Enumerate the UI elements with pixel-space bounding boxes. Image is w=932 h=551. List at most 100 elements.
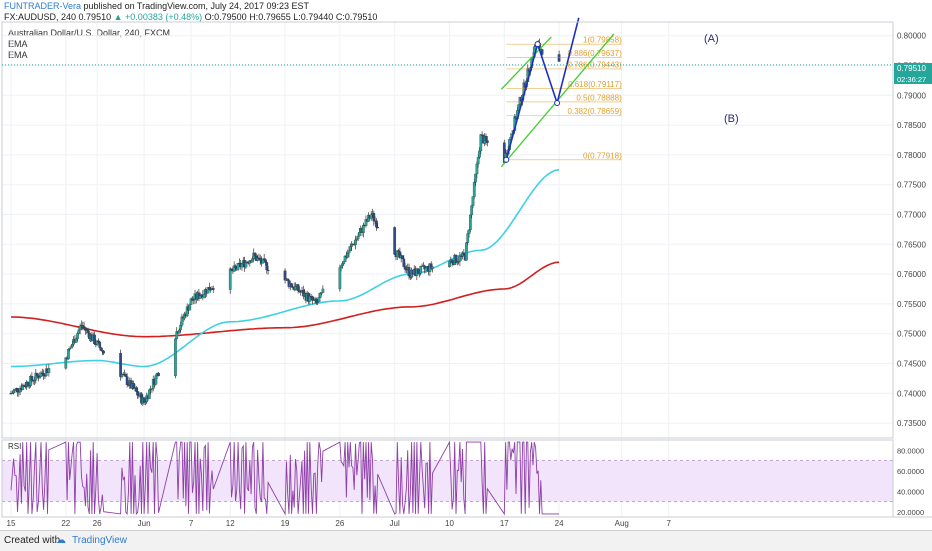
candle-down [301,290,305,297]
candle-down [205,289,209,294]
candle-up [472,182,476,197]
price-axis-tick: 0.76000 [897,270,926,279]
price-axis-tick: 0.80000 [897,32,926,41]
candle-down [372,212,376,222]
time-axis-tick: 17 [500,519,509,528]
candle-down [287,280,291,287]
candle-down [87,332,91,339]
candle-down [238,262,241,265]
candle-up [455,261,459,263]
candle-down [538,43,541,50]
candle-down [299,291,303,293]
candle-down [123,374,126,376]
candle-up [371,212,374,215]
candle-down [134,387,138,392]
legend-title: Australian Dollar/U.S. Dollar, 240, FXCM [8,28,171,38]
candle-down [253,252,257,257]
candle-up [412,268,416,275]
high-value: H:0.79655 [249,12,291,22]
author-link[interactable]: FUNTRADER-Vera [4,1,82,11]
candle-down [286,278,290,281]
candle-down [309,296,313,298]
publish-header: FUNTRADER-Vera published on TradingView.… [4,1,309,11]
candle-up [478,150,481,158]
candle-down [127,384,130,386]
candle-up [521,95,524,102]
price-axis-tick: 0.79000 [897,91,926,100]
footer-bar: Created with ☁ TradingView [0,530,932,551]
candle-down [208,287,211,290]
symbol-label: FX:AUDUSD, 240 [4,12,77,22]
candle-up [200,294,203,297]
candle-up [474,173,477,183]
candle-up [517,104,520,111]
candle-down [315,298,318,303]
rsi-axis-tick: 20.0000 [897,508,924,517]
candle-down [249,260,253,263]
candle-up [420,265,424,267]
candle-up [461,252,464,257]
price-axis-tick: 0.78500 [897,121,926,130]
candle-up [204,289,207,295]
candle-up [244,261,248,268]
candle-up [185,306,189,317]
candle-up [149,388,152,390]
candle-up [256,257,259,261]
time-axis-tick: Jun [138,519,151,528]
fib-level-label: 0.886(0.79637) [567,49,622,58]
candle-up [320,292,323,294]
candle-down [86,329,90,333]
candle-up [177,329,181,334]
tradingview-logo-icon: ☁ [56,535,66,546]
candle-up [39,372,43,377]
candle-down [262,258,266,260]
candle-down [97,340,100,343]
candle-down [463,254,467,261]
candle-down [84,327,87,331]
candle-up [483,136,487,144]
candle-up [33,380,36,382]
low-value: L:0.79440 [293,12,334,22]
time-axis-tick: Aug [615,519,629,528]
candle-up [358,232,361,237]
candle-up [522,82,526,96]
candle-down [462,252,466,255]
candle-up [431,266,434,269]
candle-up [202,293,206,298]
price-axis-tick: 0.75500 [897,300,926,309]
candle-up [68,348,72,350]
candle-down [129,380,133,389]
candle-up [85,329,89,331]
price-axis-tick: 0.79500 [897,62,926,71]
candle-down [454,254,458,263]
grid-lines [2,22,893,517]
candle-up [144,401,147,403]
candle-down [290,283,293,288]
candle-down [191,298,194,301]
candle-up [38,376,42,379]
candle-down [73,338,77,343]
price-axis-tick: 0.74000 [897,389,926,398]
candle-up [131,383,134,389]
candle-up [418,273,421,275]
candle-up [532,46,536,57]
time-axis-tick: 7 [189,519,194,528]
candle-up [77,329,81,334]
abcd-pattern-line [505,17,580,161]
candle-down [239,263,243,268]
candle-up [248,260,252,264]
candle-down [296,284,300,291]
ema-fast-line [10,169,560,368]
candle-down [136,391,139,396]
candlesticks [9,38,561,406]
candle-up [351,243,355,246]
tradingview-brand[interactable]: TradingView [72,535,128,546]
candle-down [102,350,106,354]
candle-down [376,227,380,229]
candle-down [393,227,397,255]
candle-down [40,372,44,374]
candle-down [37,375,40,379]
price-axis-tick: 0.75000 [897,330,926,339]
candle-up [475,163,479,175]
